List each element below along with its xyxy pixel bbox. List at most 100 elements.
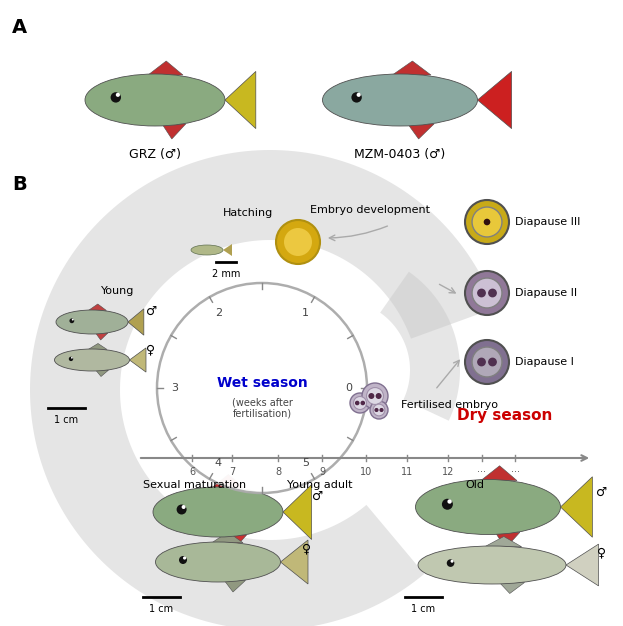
Circle shape xyxy=(379,408,384,412)
Text: 7: 7 xyxy=(229,467,235,477)
Circle shape xyxy=(69,357,73,361)
Text: Diapause II: Diapause II xyxy=(515,288,577,298)
Circle shape xyxy=(465,200,509,244)
Circle shape xyxy=(477,357,486,366)
Text: 4: 4 xyxy=(215,458,222,468)
Text: 11: 11 xyxy=(401,467,413,477)
Text: 6: 6 xyxy=(189,467,195,477)
Ellipse shape xyxy=(416,480,561,535)
Circle shape xyxy=(465,340,509,384)
Polygon shape xyxy=(224,580,245,592)
Circle shape xyxy=(350,393,370,413)
Circle shape xyxy=(351,92,362,103)
Circle shape xyxy=(353,396,366,409)
Circle shape xyxy=(370,401,388,419)
Ellipse shape xyxy=(156,542,280,582)
Circle shape xyxy=(472,278,502,308)
Text: 10: 10 xyxy=(360,467,372,477)
Polygon shape xyxy=(88,344,107,349)
Circle shape xyxy=(181,505,186,509)
Text: 1 cm: 1 cm xyxy=(411,604,435,614)
Circle shape xyxy=(450,560,454,563)
Ellipse shape xyxy=(323,74,477,126)
Text: ♂: ♂ xyxy=(146,305,157,318)
Text: 12: 12 xyxy=(442,467,454,477)
Circle shape xyxy=(116,93,120,97)
Circle shape xyxy=(361,401,365,405)
Text: ···: ··· xyxy=(477,467,487,477)
Circle shape xyxy=(374,408,379,412)
Text: Dry season: Dry season xyxy=(457,408,553,423)
Text: A: A xyxy=(12,18,27,37)
Text: 1 cm: 1 cm xyxy=(149,604,173,614)
Text: Diapause I: Diapause I xyxy=(515,357,574,367)
Text: 3: 3 xyxy=(171,383,179,393)
Circle shape xyxy=(72,319,74,321)
Polygon shape xyxy=(280,540,308,584)
Circle shape xyxy=(477,289,486,297)
Polygon shape xyxy=(380,272,460,421)
Text: Diapause III: Diapause III xyxy=(515,217,581,227)
Text: ♂: ♂ xyxy=(312,490,323,503)
Circle shape xyxy=(284,228,312,256)
Polygon shape xyxy=(223,244,232,256)
Circle shape xyxy=(183,557,186,560)
Polygon shape xyxy=(128,309,144,335)
Ellipse shape xyxy=(418,546,566,584)
Circle shape xyxy=(69,319,74,323)
Polygon shape xyxy=(88,304,107,310)
Text: Young adult: Young adult xyxy=(287,480,353,490)
Circle shape xyxy=(447,500,452,504)
Circle shape xyxy=(447,559,454,567)
Polygon shape xyxy=(485,536,521,546)
Circle shape xyxy=(157,283,367,493)
Text: 1: 1 xyxy=(302,307,309,317)
Circle shape xyxy=(373,404,385,416)
Polygon shape xyxy=(95,333,108,340)
Circle shape xyxy=(179,556,187,564)
Circle shape xyxy=(368,393,374,399)
Ellipse shape xyxy=(153,487,283,537)
Ellipse shape xyxy=(85,74,225,126)
Polygon shape xyxy=(225,71,256,128)
Circle shape xyxy=(276,220,320,264)
Polygon shape xyxy=(566,544,599,586)
Circle shape xyxy=(442,499,453,510)
Circle shape xyxy=(176,505,187,515)
Circle shape xyxy=(362,383,388,409)
Ellipse shape xyxy=(54,349,130,371)
Text: Fertilised embryo: Fertilised embryo xyxy=(401,400,498,410)
Text: ···: ··· xyxy=(510,467,520,477)
Text: Embryo development: Embryo development xyxy=(310,205,430,215)
Polygon shape xyxy=(212,532,243,543)
Text: ♀: ♀ xyxy=(597,546,606,559)
Circle shape xyxy=(483,218,490,225)
Polygon shape xyxy=(407,124,434,139)
Circle shape xyxy=(356,93,361,97)
Polygon shape xyxy=(148,61,183,75)
Text: 2: 2 xyxy=(215,307,222,317)
Circle shape xyxy=(355,401,359,405)
Polygon shape xyxy=(500,582,525,593)
Circle shape xyxy=(465,271,509,315)
Text: 2 mm: 2 mm xyxy=(212,269,240,279)
Text: (weeks after
fertilisation): (weeks after fertilisation) xyxy=(232,398,292,419)
Polygon shape xyxy=(561,477,592,537)
Polygon shape xyxy=(162,124,186,139)
Text: 8: 8 xyxy=(275,467,281,477)
Circle shape xyxy=(488,357,497,366)
Polygon shape xyxy=(283,485,312,540)
Text: 1 cm: 1 cm xyxy=(54,415,78,425)
Circle shape xyxy=(376,393,382,399)
Ellipse shape xyxy=(191,245,223,255)
Circle shape xyxy=(366,387,383,404)
Polygon shape xyxy=(211,475,244,488)
Text: B: B xyxy=(12,175,27,194)
Circle shape xyxy=(488,289,497,297)
Text: GRZ (♂): GRZ (♂) xyxy=(129,148,181,161)
Text: 0: 0 xyxy=(346,383,353,393)
Text: Sexual maturation: Sexual maturation xyxy=(143,480,247,490)
Polygon shape xyxy=(477,71,511,128)
Text: Young: Young xyxy=(102,286,135,296)
Polygon shape xyxy=(130,348,146,372)
